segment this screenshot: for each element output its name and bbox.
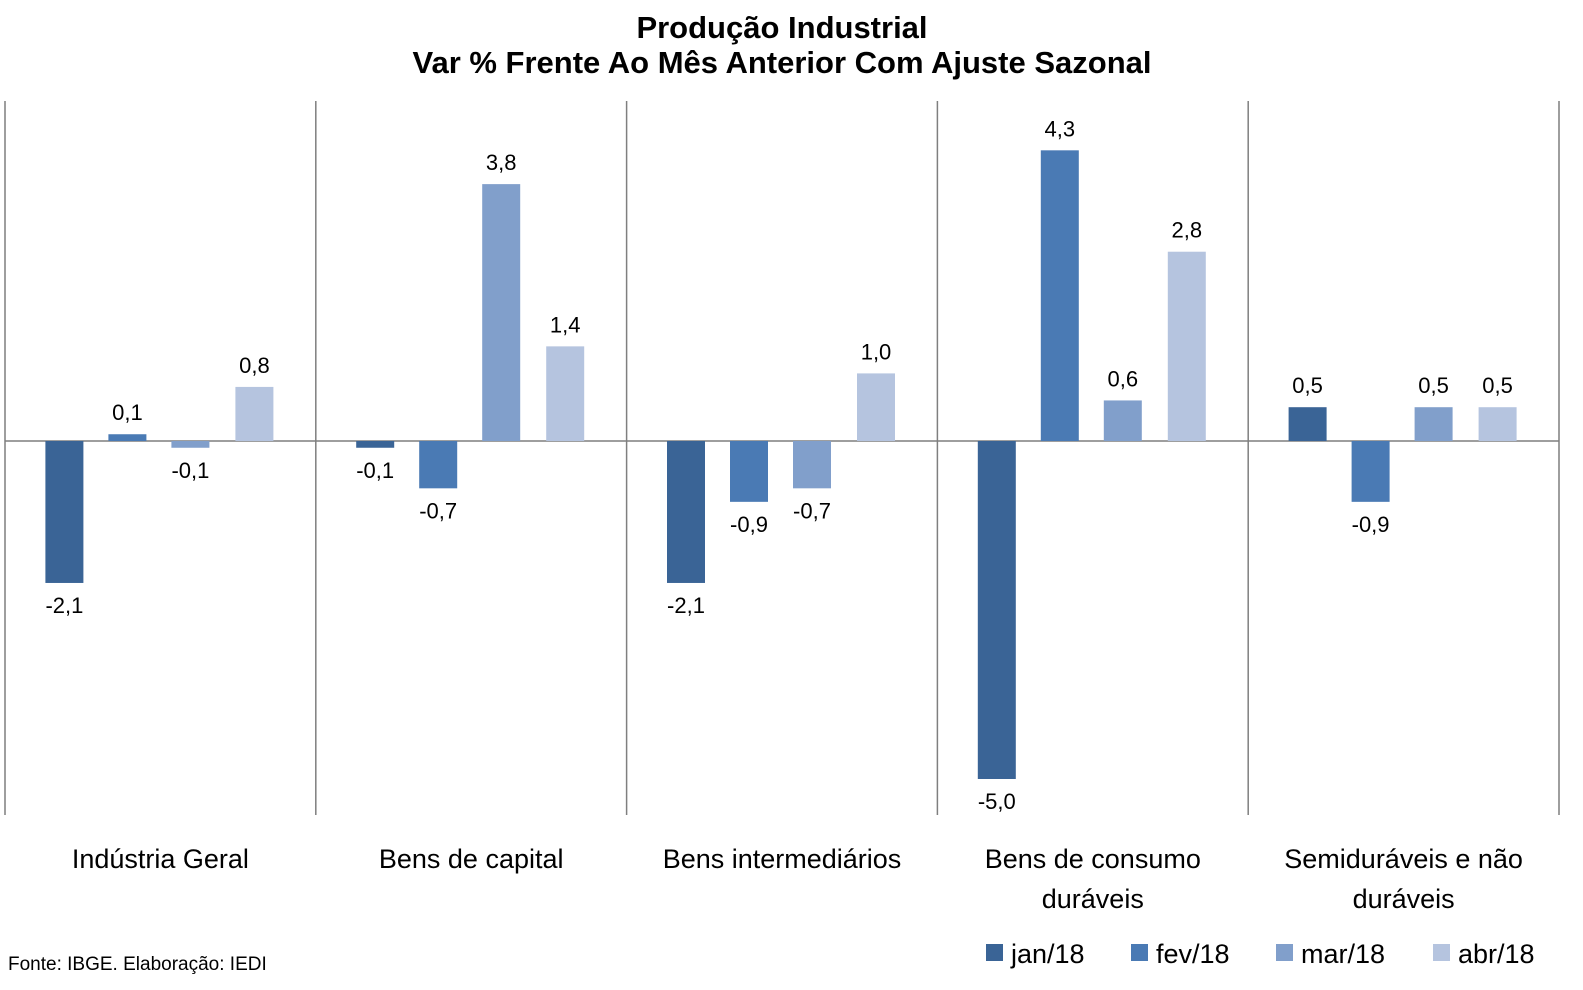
bar-fev-18: [419, 441, 458, 489]
source-note: Fonte: IBGE. Elaboração: IEDI: [8, 954, 267, 975]
legend-label: abr/18: [1458, 939, 1535, 969]
category-label: Bens de consumo: [985, 844, 1201, 874]
bar-mar-18: [482, 184, 521, 441]
bar-jan-18: [1288, 407, 1327, 441]
bar-abr-18: [1167, 251, 1206, 441]
bar-mar-18: [1103, 400, 1142, 441]
bar-fev-18: [1040, 150, 1079, 441]
category-label: duráveis: [1042, 884, 1144, 914]
legend-swatch: [1276, 944, 1293, 961]
data-label: -0,7: [419, 498, 457, 523]
bar-abr-18: [857, 373, 895, 441]
legend-label: jan/18: [1010, 939, 1085, 969]
data-label: -0,1: [356, 458, 394, 483]
data-label: 3,8: [486, 150, 517, 175]
bar-abr-18: [235, 386, 274, 441]
bar-fev-18: [108, 434, 147, 441]
data-label: -0,1: [171, 458, 209, 483]
data-label: 0,5: [1292, 373, 1323, 398]
data-label: -5,0: [978, 789, 1016, 814]
data-label: 0,1: [112, 400, 143, 425]
legend-swatch: [1433, 944, 1450, 961]
bar-jan-18: [45, 441, 84, 583]
data-label: 1,0: [861, 339, 892, 364]
bar-jan-18: [356, 441, 395, 448]
data-label: -0,9: [730, 512, 768, 537]
legend-swatch: [986, 944, 1003, 961]
data-label: 0,8: [239, 353, 270, 378]
category-label: Bens intermediários: [663, 844, 902, 874]
legend-label: mar/18: [1301, 939, 1385, 969]
bar-abr-18: [1478, 407, 1517, 441]
chart-title-line: Var % Frente Ao Mês Anterior Com Ajuste …: [413, 45, 1152, 80]
data-label: 0,5: [1418, 373, 1449, 398]
data-label: 0,5: [1482, 373, 1513, 398]
category-label: Bens de capital: [379, 844, 564, 874]
legend-swatch: [1131, 944, 1148, 961]
category-label: Semiduráveis e não: [1284, 844, 1523, 874]
data-label: 1,4: [550, 312, 581, 337]
category-label: duráveis: [1353, 884, 1455, 914]
category-dividers: [4, 101, 1560, 815]
bar-mar-18: [793, 441, 831, 489]
category-labels: Indústria Geral Bens de capital Bens inter…: [72, 844, 1523, 914]
bar-abr-18: [546, 346, 585, 441]
bar-jan-18: [667, 441, 705, 583]
data-label: 4,3: [1045, 116, 1076, 141]
data-label: -2,1: [667, 593, 705, 618]
bar-mar-18: [1414, 407, 1453, 441]
category-label: Indústria Geral: [72, 844, 249, 874]
bars: [45, 150, 1517, 779]
bar-fev-18: [730, 441, 768, 502]
legend-label: fev/18: [1156, 939, 1230, 969]
data-label: -0,9: [1352, 512, 1390, 537]
bar-fev-18: [1351, 441, 1390, 502]
data-label: 2,8: [1172, 218, 1203, 243]
data-label: -0,7: [793, 498, 831, 523]
chart-title-line: Produção Industrial: [636, 10, 927, 45]
data-labels: -2,1 -0,1 -2,1 -5,0 0,5 0,1 -0,7 -0,9 4,3 -0,9 -0,…: [45, 116, 1512, 814]
legend: jan/18 fev/18 mar/18 abr/18: [986, 939, 1535, 969]
bar-mar-18: [171, 441, 210, 448]
bar-jan-18: [977, 441, 1016, 779]
data-label: 0,6: [1108, 366, 1139, 391]
data-label: -2,1: [45, 593, 83, 618]
